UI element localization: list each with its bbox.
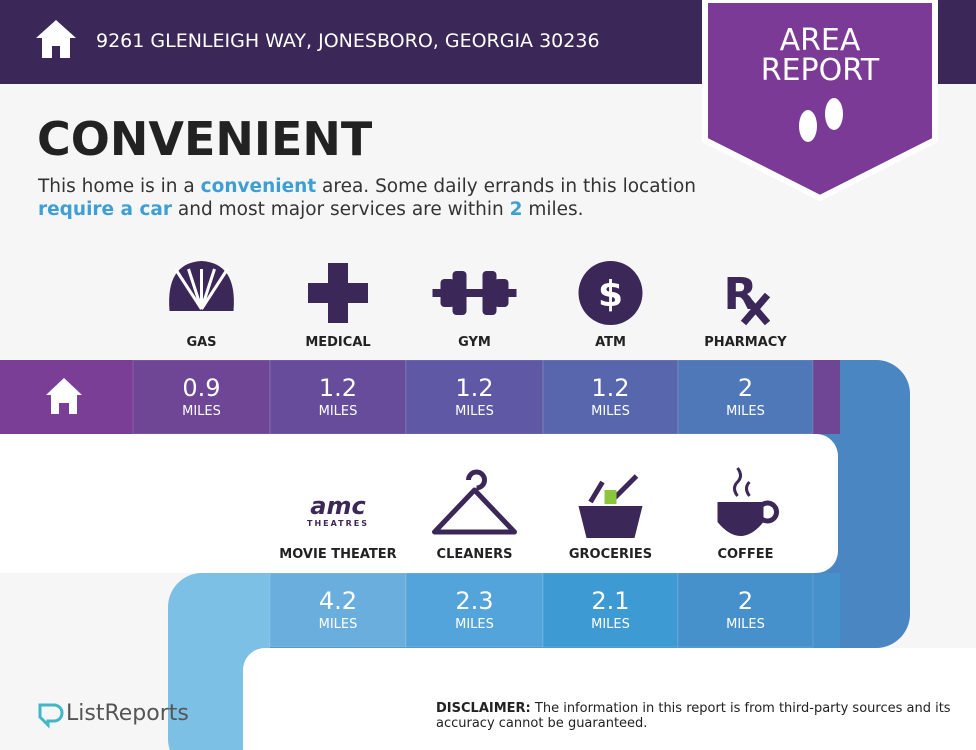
badge: [702, 0, 938, 202]
amenity-label: MEDICAL: [305, 335, 370, 350]
amenity-label: ATM: [595, 335, 626, 350]
icon: [432, 289, 517, 297]
icon: [604, 490, 617, 504]
distance: 0.9: [182, 374, 220, 402]
icon-detail: $: [598, 274, 623, 315]
amenity-label: MOVIE THEATER: [279, 547, 396, 562]
inner-panel: [0, 434, 838, 573]
distance-cell: [542, 359, 679, 435]
highlight: require a car: [38, 199, 173, 220]
icon-detail: [200, 268, 216, 310]
address: 9261 GLENLEIGH WAY, JONESBORO, GEORGIA 3…: [96, 30, 600, 52]
distance: 1.2: [455, 374, 493, 402]
highlight: convenient: [200, 176, 317, 197]
distance-unit: MILES: [726, 404, 765, 419]
amenity-label: GAS: [186, 335, 216, 350]
bottom-panel: [243, 648, 976, 750]
home-icon: [36, 20, 76, 58]
icon: [578, 506, 643, 538]
icon-detail: [187, 268, 203, 310]
home-icon: [46, 378, 82, 414]
logo-text: ListReports: [66, 701, 189, 726]
distance-cell: [677, 572, 814, 648]
distance-unit: MILES: [319, 617, 358, 632]
logo-icon: [38, 703, 64, 729]
disclaimer-text: The information in this report is from t…: [436, 701, 951, 731]
disclaimer-label: DISCLAIMER:: [436, 701, 531, 716]
badge-text: AREA REPORT: [705, 26, 935, 86]
icon: [588, 474, 639, 504]
distance-cell: [542, 572, 679, 648]
distance-unit: MILES: [455, 404, 494, 419]
disclaimer: DISCLAIMER: The information in this repo…: [436, 701, 956, 731]
inner-panel: [0, 434, 70, 573]
icon-detail: [200, 268, 229, 310]
footprint: [825, 98, 843, 130]
distance-cell: [677, 359, 814, 435]
distance-unit: MILES: [591, 617, 630, 632]
icon: [717, 502, 764, 536]
icon: [308, 263, 368, 323]
amenity-label: GROCERIES: [569, 547, 652, 562]
badge-line: AREA: [779, 23, 861, 58]
icon: [432, 469, 517, 535]
icon: [756, 500, 779, 524]
icon: [452, 271, 467, 315]
title: CONVENIENT: [37, 112, 373, 166]
text: This home is in a: [38, 176, 201, 197]
icon: [440, 279, 455, 307]
amenity-label: PHARMACY: [704, 335, 787, 350]
description: This home is in a convenient area. Some …: [38, 175, 698, 221]
distance: 2.3: [455, 587, 493, 615]
distance-unit: MILES: [726, 617, 765, 632]
amc-logo-sub: THEATRES: [307, 519, 369, 528]
badge-line: REPORT: [760, 53, 880, 88]
distance: 1.2: [319, 374, 357, 402]
text: miles.: [522, 199, 584, 220]
amenity-label: CLEANERS: [437, 547, 513, 562]
icon: [494, 279, 509, 307]
text: area. Some daily errands in this locatio…: [316, 176, 696, 197]
distance-cell: [405, 359, 544, 435]
highlight: 2: [509, 199, 523, 220]
amenity-label: GYM: [458, 335, 491, 350]
amc-logo: amc: [310, 492, 365, 520]
distance: 4.2: [319, 587, 357, 615]
distance-unit: MILES: [591, 404, 630, 419]
distance-unit: MILES: [319, 404, 358, 419]
icon: [733, 467, 751, 497]
footprint: [799, 110, 817, 142]
icon: [578, 261, 643, 325]
distance: 2: [738, 587, 753, 615]
icon: [740, 292, 771, 326]
distance-unit: MILES: [182, 404, 221, 419]
distance: 2: [738, 374, 753, 402]
amenity-label: COFFEE: [717, 547, 773, 562]
distance-cell: [132, 359, 271, 435]
text: and most major services are within: [172, 199, 510, 220]
distance: 1.2: [591, 374, 629, 402]
icon: [482, 271, 497, 315]
distance-unit: MILES: [455, 617, 494, 632]
distance-cell: [269, 572, 407, 648]
distance-cell: [269, 359, 407, 435]
icon-detail: [174, 268, 203, 310]
distance: 2.1: [591, 587, 629, 615]
distance-cell: [405, 572, 544, 648]
